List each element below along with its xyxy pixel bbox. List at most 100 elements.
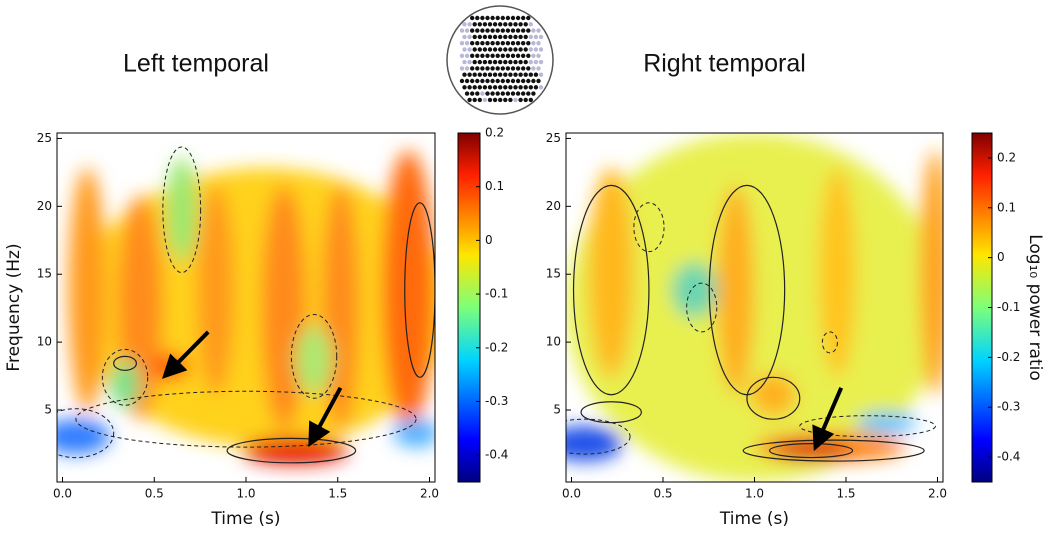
sensor-dot xyxy=(467,72,472,77)
contour-dashed xyxy=(290,313,338,399)
heatmap-field xyxy=(566,133,943,482)
sensor-dot xyxy=(538,85,544,90)
y-tick-label: 10 xyxy=(37,335,52,349)
sensor-dot xyxy=(495,28,500,33)
sensor-dot xyxy=(490,91,495,96)
sensor-dot xyxy=(475,15,480,21)
sensor-dot xyxy=(492,59,498,65)
sensor-dot xyxy=(482,85,488,90)
heat-blob xyxy=(68,167,107,413)
sensor-dot xyxy=(467,85,472,90)
sensor-dot xyxy=(467,97,472,103)
sensor-dot xyxy=(472,34,477,40)
sensor-dot xyxy=(503,47,508,52)
sensor-dot xyxy=(500,41,505,46)
sensor-dot xyxy=(508,72,513,77)
sensor-dot xyxy=(510,15,516,21)
sensor-dot xyxy=(510,78,516,84)
sensor-dot xyxy=(482,34,488,40)
y-tick-label: 25 xyxy=(37,131,52,145)
sensor-dot xyxy=(495,91,500,96)
sensor-dot xyxy=(508,47,513,52)
sensor-dot xyxy=(526,41,531,46)
y-tick-label: 10 xyxy=(546,335,561,349)
heatmap-field xyxy=(57,150,435,465)
sensor-dot xyxy=(526,53,531,58)
sensor-dot xyxy=(492,72,498,77)
sensor-dot xyxy=(487,47,493,52)
sensor-dot xyxy=(513,85,518,90)
sensor-dot xyxy=(498,72,503,77)
y-tick-label: 25 xyxy=(546,131,561,145)
sensor-dot xyxy=(505,28,511,33)
sensor-dot xyxy=(470,91,475,96)
sensor-dot xyxy=(482,59,488,65)
heat-blob xyxy=(818,167,857,378)
y-tick-label: 5 xyxy=(553,403,561,417)
sensor-dot xyxy=(485,41,490,46)
sensor-dot xyxy=(495,78,500,84)
sensor-dot xyxy=(500,53,505,58)
sensor-dot xyxy=(462,72,467,77)
sensor-dot xyxy=(492,22,498,27)
sensor-dot xyxy=(470,66,475,71)
sensor-dot xyxy=(498,34,503,40)
sensor-dot xyxy=(510,28,516,33)
sensor-dot xyxy=(518,47,523,52)
sensor-dot xyxy=(492,47,498,52)
sensor-dot xyxy=(472,97,477,103)
colorbar-tick-label: -0.1 xyxy=(485,287,508,301)
colorbar-tick-label: -0.2 xyxy=(485,340,508,354)
sensor-dot xyxy=(526,15,531,21)
heat-blob xyxy=(196,185,235,395)
sensor-dot xyxy=(503,34,508,40)
x-tick-label: 0.5 xyxy=(145,487,164,501)
contour-solid xyxy=(404,202,435,378)
sensor-dot xyxy=(513,47,518,52)
sensor-dot xyxy=(495,53,500,58)
sensor-dot xyxy=(523,97,528,103)
x-tick-label: 2.0 xyxy=(420,487,439,501)
sensor-dot xyxy=(531,53,536,58)
sensor-dot xyxy=(480,91,485,96)
arrow xyxy=(812,386,844,452)
sensor-dot xyxy=(464,78,470,84)
sensor-dot xyxy=(533,85,539,90)
sensor-dot xyxy=(521,53,526,58)
sensor-dot xyxy=(459,78,465,84)
sensor-dot xyxy=(490,15,495,21)
sensor-dot xyxy=(498,59,503,65)
contour-dashed xyxy=(162,146,202,274)
sensor-dot xyxy=(528,22,533,27)
sensor-dot xyxy=(487,72,493,77)
sensor-dot xyxy=(480,41,485,46)
sensor-dot xyxy=(513,72,518,77)
sensor-dot xyxy=(515,66,521,71)
head-icon xyxy=(446,5,554,115)
colorbar-tick-label: -0.2 xyxy=(997,350,1020,364)
sensor-dot xyxy=(487,22,493,27)
sensor-dot xyxy=(495,66,500,71)
sensor-dot xyxy=(475,53,480,58)
y-tick-label: 20 xyxy=(546,199,561,213)
sensor-dot xyxy=(500,28,505,33)
contour-dashed xyxy=(799,415,936,438)
sensor-dot xyxy=(490,78,495,84)
sensor-dot xyxy=(526,78,531,84)
sensor-dot xyxy=(462,47,467,52)
contour-solid xyxy=(113,355,137,371)
sensor-dot xyxy=(459,41,465,46)
sensor-dot xyxy=(495,15,500,21)
contour-dashed xyxy=(566,418,631,455)
sensor-dot xyxy=(470,41,475,46)
sensor-dot xyxy=(490,53,495,58)
sensor-dot xyxy=(480,15,485,21)
sensor-dot xyxy=(459,28,465,33)
x-tick-label: 1.5 xyxy=(836,487,855,501)
sensor-dot xyxy=(485,15,490,21)
sensor-dot xyxy=(500,66,505,71)
sensor-dot xyxy=(518,85,523,90)
sensor-dot xyxy=(523,34,528,40)
sensor-dot xyxy=(531,41,536,46)
contour-solid xyxy=(768,443,854,459)
